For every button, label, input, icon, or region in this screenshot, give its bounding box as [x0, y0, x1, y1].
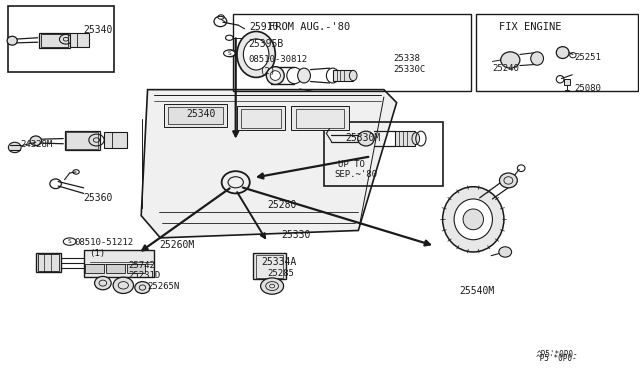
Text: FIX ENGINE: FIX ENGINE [499, 22, 561, 32]
Text: S: S [227, 51, 231, 56]
Text: 25251: 25251 [574, 52, 601, 61]
Circle shape [223, 50, 235, 57]
Circle shape [63, 238, 76, 245]
Ellipse shape [443, 187, 504, 252]
Bar [36, 253, 61, 272]
Ellipse shape [260, 278, 284, 294]
Ellipse shape [463, 209, 483, 230]
Text: 25260M: 25260M [159, 240, 195, 250]
Text: (2): (2) [259, 67, 275, 76]
Bar [237, 106, 285, 131]
Text: 25910: 25910 [250, 22, 279, 32]
Text: 25240: 25240 [492, 64, 519, 73]
Bar [232, 14, 470, 92]
Ellipse shape [135, 282, 150, 294]
Ellipse shape [7, 36, 17, 45]
Bar [253, 253, 286, 279]
Ellipse shape [412, 133, 420, 144]
Text: 25231D: 25231D [129, 271, 161, 280]
Ellipse shape [30, 136, 42, 145]
Text: 08510-51212: 08510-51212 [74, 238, 133, 247]
Bar [256, 254, 283, 278]
Bar [333, 70, 353, 81]
Text: FROM AUG.-'80: FROM AUG.-'80 [269, 22, 350, 32]
Text: 25330M: 25330M [346, 133, 381, 143]
Bar [324, 122, 443, 186]
Text: S: S [68, 239, 72, 244]
Ellipse shape [8, 142, 21, 153]
Text: UP TO: UP TO [338, 160, 365, 169]
Bar [127, 264, 145, 273]
Text: 25285: 25285 [268, 269, 294, 278]
Bar [41, 34, 68, 47]
Ellipse shape [499, 247, 511, 257]
Bar [65, 131, 100, 150]
Text: 25540M: 25540M [460, 286, 495, 295]
Bar [564, 78, 570, 85]
Text: 25265N: 25265N [148, 282, 180, 291]
Bar [8, 6, 115, 72]
Ellipse shape [500, 52, 520, 68]
Ellipse shape [266, 67, 284, 84]
Text: 25742: 25742 [129, 261, 156, 270]
Ellipse shape [95, 276, 111, 290]
Polygon shape [141, 90, 397, 238]
Text: 25338: 25338 [394, 54, 420, 62]
Text: ^P5'*0P0-: ^P5'*0P0- [537, 350, 579, 359]
Bar [164, 105, 227, 127]
Text: 25330: 25330 [282, 230, 311, 240]
Text: 25340: 25340 [84, 25, 113, 35]
Text: 08510-30812: 08510-30812 [248, 55, 308, 64]
Ellipse shape [454, 199, 492, 240]
Bar [85, 264, 104, 273]
Ellipse shape [499, 173, 517, 188]
Ellipse shape [531, 52, 543, 65]
Text: 25334A: 25334A [261, 257, 296, 267]
Bar [38, 254, 60, 271]
Bar [106, 264, 125, 273]
Ellipse shape [113, 277, 134, 294]
Bar [291, 106, 349, 131]
Bar [241, 109, 281, 128]
Text: (1): (1) [89, 249, 105, 258]
Ellipse shape [243, 39, 269, 70]
Bar [104, 132, 127, 148]
Text: 25080: 25080 [574, 84, 601, 93]
Bar [296, 109, 344, 128]
Ellipse shape [270, 71, 280, 80]
Bar [67, 132, 98, 148]
Bar [84, 250, 154, 277]
Ellipse shape [298, 68, 310, 83]
Text: 25330C: 25330C [394, 65, 426, 74]
Ellipse shape [556, 46, 569, 58]
Text: 25340: 25340 [186, 109, 215, 119]
Bar [70, 33, 89, 46]
Text: 25395B: 25395B [248, 39, 284, 49]
Ellipse shape [349, 70, 357, 81]
Bar [168, 107, 223, 125]
Bar [39, 33, 70, 48]
Bar [476, 14, 638, 92]
Text: ^P5'*0P0-: ^P5'*0P0- [536, 354, 577, 363]
Ellipse shape [358, 131, 374, 146]
Ellipse shape [237, 32, 275, 77]
Text: SEP.~'80: SEP.~'80 [334, 170, 377, 179]
Text: 25360: 25360 [84, 193, 113, 203]
Bar [396, 131, 415, 146]
Text: 25280: 25280 [268, 199, 297, 209]
Text: 24328M: 24328M [20, 140, 52, 149]
